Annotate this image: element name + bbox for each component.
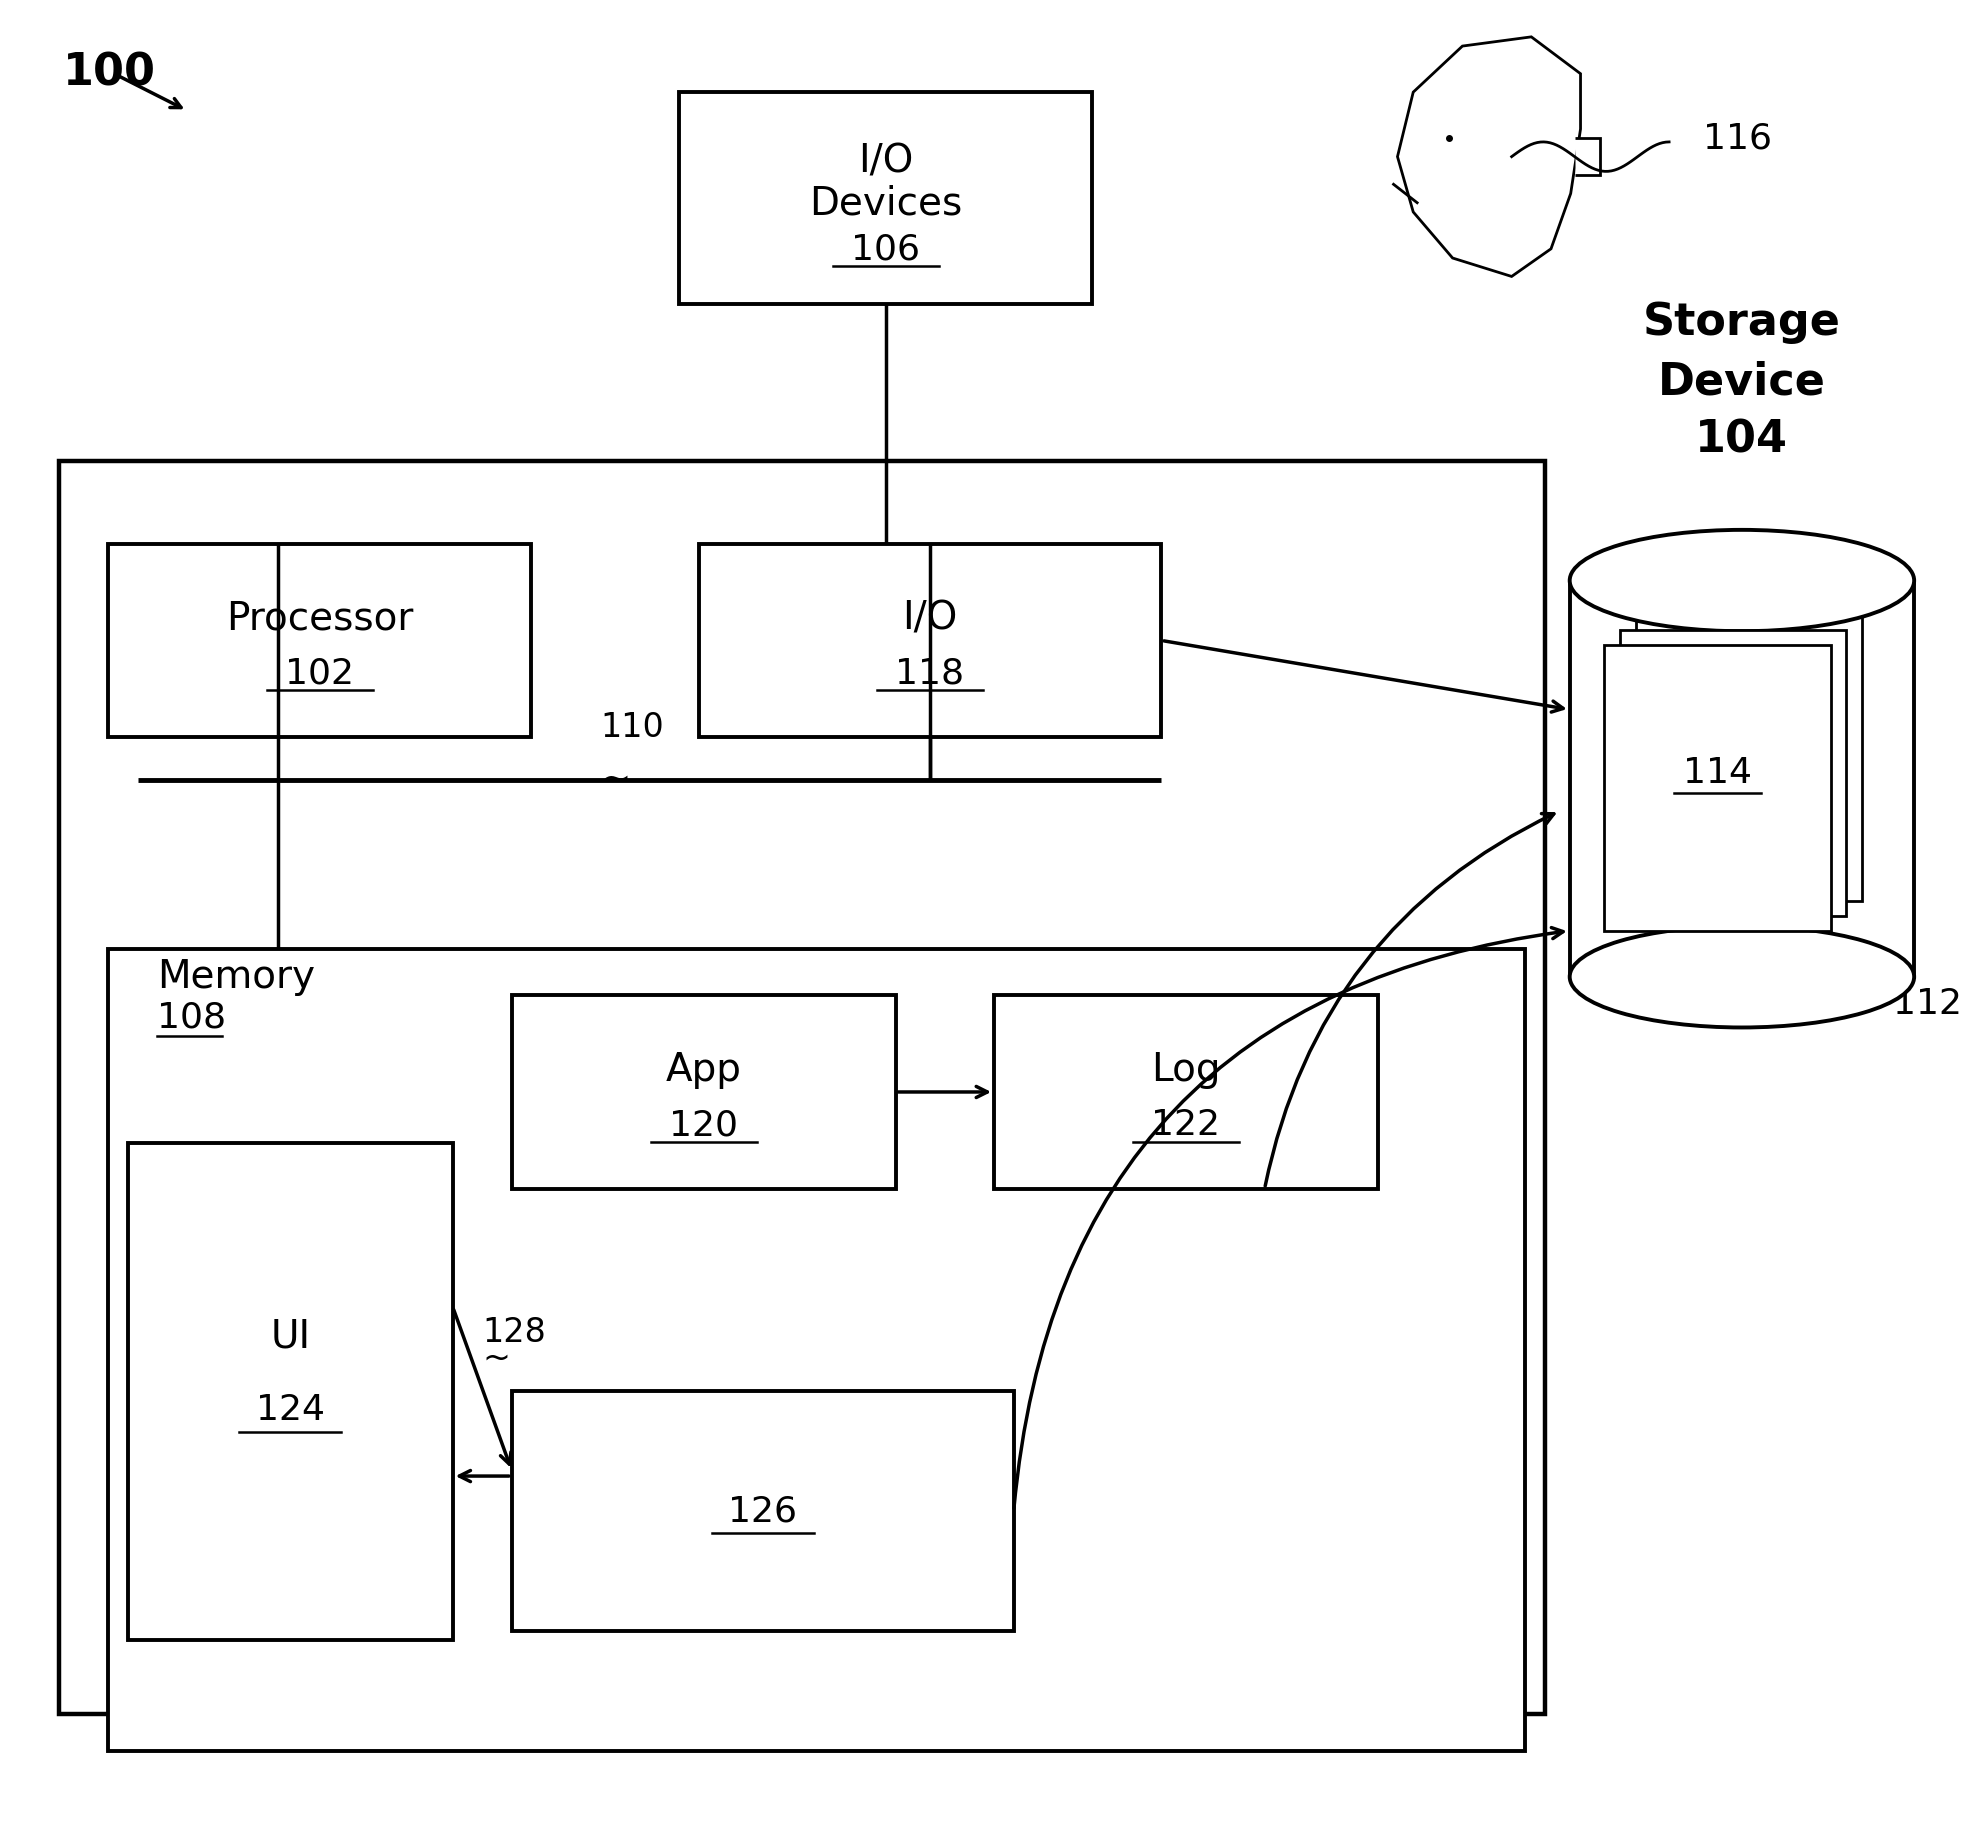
Text: 106: 106 [851, 232, 920, 267]
Text: I/O: I/O [859, 142, 914, 181]
PathPatch shape [1397, 37, 1581, 276]
Text: 102: 102 [285, 656, 354, 691]
Text: 110: 110 [600, 711, 665, 745]
Text: 116: 116 [1702, 122, 1771, 155]
Text: Devices: Devices [809, 184, 962, 223]
Text: 126: 126 [728, 1495, 798, 1528]
Bar [1605, 645, 1831, 931]
Text: 120: 120 [669, 1108, 738, 1143]
Text: 104: 104 [1696, 418, 1789, 463]
Ellipse shape [1569, 927, 1914, 1028]
Text: 122: 122 [1152, 1108, 1221, 1143]
Bar [679, 92, 1092, 304]
Bar [1621, 630, 1846, 916]
Bar [1635, 616, 1862, 901]
Bar [513, 1391, 1013, 1631]
Bar [109, 949, 1526, 1751]
Text: 118: 118 [895, 656, 964, 691]
Text: Memory: Memory [158, 958, 315, 995]
Text: 128: 128 [483, 1316, 546, 1349]
Bar [993, 995, 1377, 1189]
Text: Processor: Processor [226, 599, 414, 638]
Bar [59, 461, 1546, 1714]
Ellipse shape [1571, 531, 1912, 628]
Bar [1569, 581, 1914, 977]
Text: Device: Device [1658, 359, 1827, 404]
Text: ~: ~ [483, 1342, 511, 1375]
Text: UI: UI [271, 1318, 311, 1355]
Text: Log: Log [1152, 1051, 1221, 1089]
Text: 124: 124 [255, 1393, 325, 1426]
Text: 100: 100 [63, 52, 156, 94]
Text: I/O: I/O [902, 599, 958, 638]
Text: 112: 112 [1894, 988, 1963, 1021]
PathPatch shape [1575, 138, 1601, 175]
Ellipse shape [1569, 531, 1914, 630]
Text: 114: 114 [1682, 756, 1751, 791]
Text: 108: 108 [158, 1001, 226, 1034]
Bar [699, 544, 1162, 737]
Bar [109, 544, 532, 737]
Text: ~: ~ [600, 763, 631, 796]
Bar [129, 1143, 453, 1640]
Text: Storage: Storage [1643, 300, 1840, 345]
Text: App: App [665, 1051, 742, 1089]
Bar [513, 995, 896, 1189]
